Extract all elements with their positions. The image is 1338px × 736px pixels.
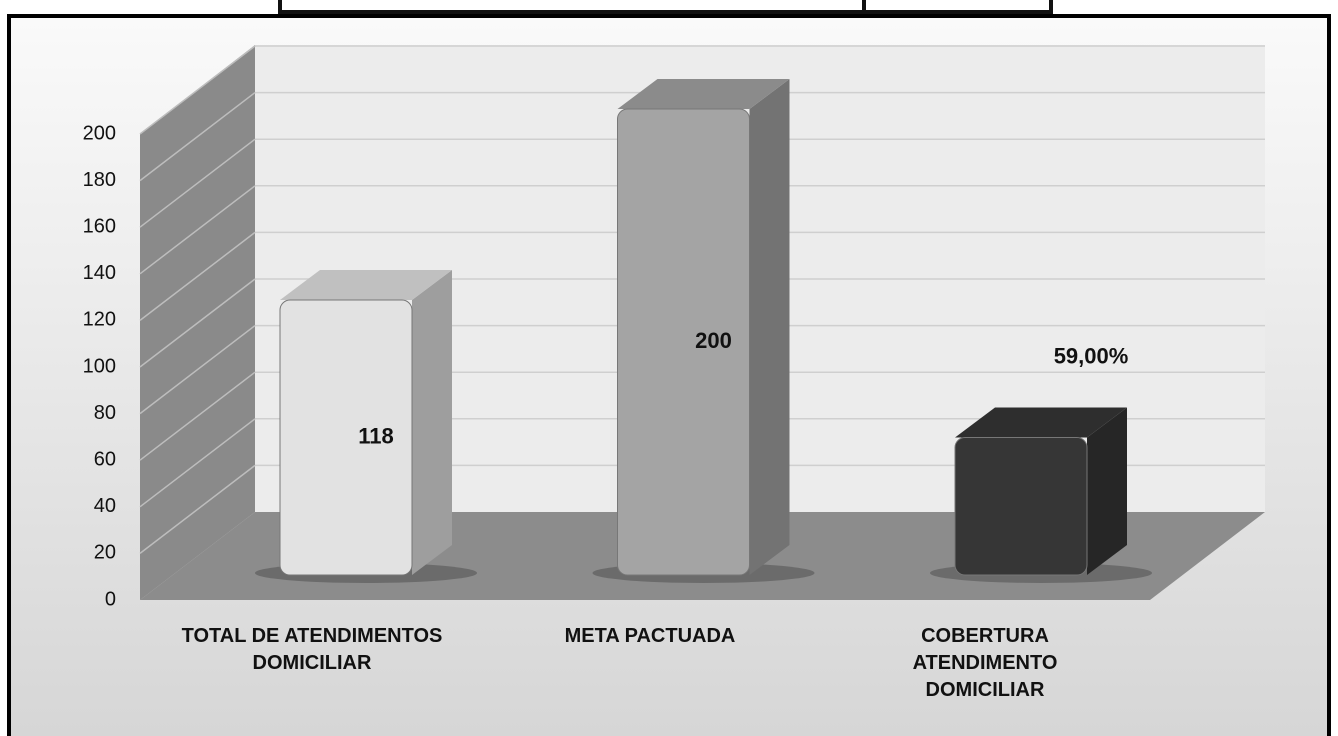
- grid-line: [139, 278, 256, 368]
- data-label: 200: [695, 328, 732, 353]
- data-label: 118: [358, 423, 394, 448]
- bar-front: [954, 437, 1088, 576]
- bar-front: [279, 299, 413, 576]
- grid-line: [139, 185, 256, 275]
- y-tick-label: 80: [94, 402, 116, 424]
- bar: [930, 407, 1152, 583]
- x-tick-label: META PACTUADA: [564, 625, 736, 647]
- y-tick-label: 40: [94, 495, 116, 517]
- y-tick-label: 160: [83, 215, 116, 237]
- y-tick-label: 20: [94, 542, 116, 564]
- y-tick-label: 180: [83, 169, 116, 191]
- y-tick-label: 0: [105, 588, 116, 610]
- bar-top: [955, 407, 1127, 438]
- bar-top: [280, 270, 452, 301]
- y-tick-label: 200: [83, 122, 116, 144]
- bar: [255, 270, 477, 583]
- bar-side: [749, 79, 790, 575]
- x-tick-label: COBERTURA ATENDIMENTO DOMICILIAR: [912, 625, 1058, 701]
- table-cell: [866, 0, 1049, 10]
- bar-side: [1087, 407, 1127, 575]
- grid-line: [139, 418, 256, 508]
- y-tick-label: 140: [83, 262, 116, 284]
- y-tick-label: 120: [83, 309, 116, 331]
- bar-front: [617, 108, 750, 576]
- grid-line: [139, 325, 256, 415]
- grid-line: [139, 371, 256, 461]
- bar-top: [617, 79, 790, 109]
- x-tick-label: TOTAL DE ATENDIMENTOS DOMICILIAR: [181, 625, 443, 674]
- bar: [592, 79, 815, 583]
- table-cell: [282, 0, 862, 10]
- bar-side: [412, 270, 452, 575]
- grid-line: [139, 464, 256, 554]
- y-tick-label: 60: [94, 448, 116, 470]
- grid-line: [139, 45, 256, 135]
- y-tick-label: 100: [83, 355, 116, 377]
- grid-line: [139, 231, 256, 321]
- data-label: 59,00%: [1054, 343, 1129, 368]
- grid-line: [139, 138, 256, 228]
- grid-line: [139, 92, 256, 182]
